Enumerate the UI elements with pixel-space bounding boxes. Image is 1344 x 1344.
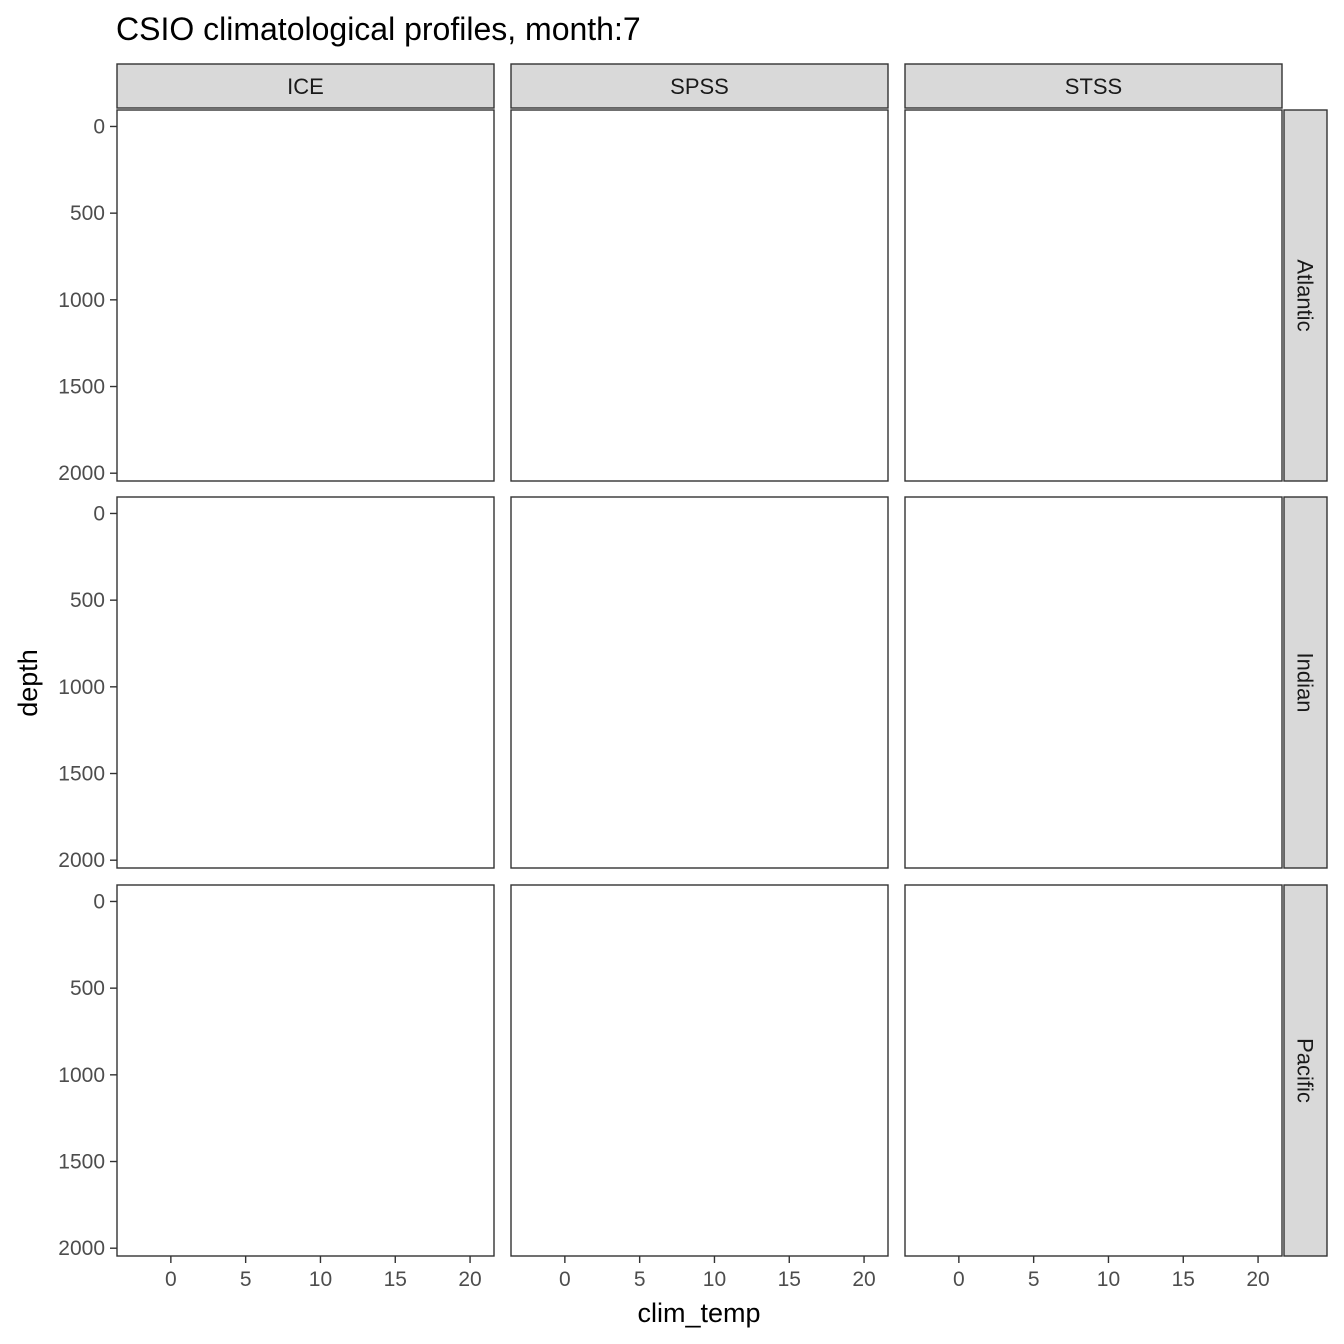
y-tick-label: 0 <box>93 115 105 138</box>
x-tick-label: 20 <box>852 1268 875 1291</box>
panel-atlantic-ice: 0 500 1000 1500 2000 <box>58 109 495 485</box>
panel-border <box>904 884 1283 1257</box>
x-tick-label: 15 <box>1172 1268 1195 1291</box>
y-tick-label: 0 <box>93 502 105 525</box>
panel-pacific-stss: 0 5 10 15 20 <box>904 884 1283 1291</box>
x-tick-label: 15 <box>778 1268 801 1291</box>
y-tick-label: 1500 <box>58 1151 105 1174</box>
column-strip-stss <box>904 63 1283 109</box>
chart-title: CSIO climatological profiles, month:7 <box>116 11 641 47</box>
row-strip-label: Indian <box>1293 653 1318 713</box>
y-tick-label: 2000 <box>58 849 105 872</box>
panel-border <box>116 496 495 869</box>
panel-border <box>116 109 495 482</box>
x-tick-label: 5 <box>1028 1268 1040 1291</box>
y-tick-label: 1000 <box>58 1064 105 1087</box>
row-strip-atlantic <box>1283 109 1328 482</box>
panel-atlantic-stss <box>904 109 1283 482</box>
y-tick-label: 2000 <box>58 1237 105 1260</box>
column-strip-label: SPSS <box>670 74 729 99</box>
y-axis-title: depth <box>13 649 43 717</box>
x-tick-label: 10 <box>309 1268 332 1291</box>
panel-border <box>904 109 1283 482</box>
panel-indian-ice: 0 500 1000 1500 2000 <box>58 496 495 872</box>
panel-border <box>510 109 889 482</box>
y-tick-label: 1500 <box>58 376 105 399</box>
y-tick-label: 1000 <box>58 676 105 699</box>
panel-pacific-spss: 0 5 10 15 20 <box>510 884 889 1291</box>
panel-border <box>116 884 495 1257</box>
y-tick-label: 500 <box>70 977 105 1000</box>
x-tick-label: 20 <box>1246 1268 1269 1291</box>
y-tick-label: 0 <box>93 890 105 913</box>
column-strip-spss <box>510 63 889 109</box>
column-strip-label: ICE <box>287 74 324 99</box>
facet-panels: ICE SPSS STSSAtlanticIndianPacific05001000… <box>58 63 1328 1291</box>
y-tick-label: 1000 <box>58 289 105 312</box>
y-tick-label: 1500 <box>58 763 105 786</box>
y-tick-label: 500 <box>70 202 105 225</box>
x-tick-label: 10 <box>703 1268 726 1291</box>
panel-indian-stss <box>904 496 1283 869</box>
y-tick-label: 2000 <box>58 462 105 485</box>
x-tick-label: 10 <box>1097 1268 1120 1291</box>
y-tick-label: 500 <box>70 589 105 612</box>
row-strip-label: Atlantic <box>1293 259 1318 331</box>
panel-pacific-ice: 0 500 1000 1500 2000 0 5 10 15 20 <box>58 884 495 1291</box>
panel-atlantic-spss <box>510 109 889 482</box>
x-tick-label: 0 <box>953 1268 965 1291</box>
panel-border <box>510 496 889 869</box>
x-tick-label: 5 <box>634 1268 646 1291</box>
panel-indian-spss <box>510 496 889 869</box>
x-tick-label: 0 <box>165 1268 177 1291</box>
column-strip-ice <box>116 63 495 109</box>
x-tick-label: 15 <box>384 1268 407 1291</box>
x-axis-title: clim_temp <box>637 1298 760 1328</box>
column-strip-label: STSS <box>1065 74 1122 99</box>
x-tick-label: 0 <box>559 1268 571 1291</box>
x-tick-label: 20 <box>458 1268 481 1291</box>
panel-border <box>904 496 1283 869</box>
row-strip-indian <box>1283 496 1328 869</box>
row-strip-pacific <box>1283 884 1328 1257</box>
row-strip-label: Pacific <box>1293 1038 1318 1103</box>
panel-border <box>510 884 889 1257</box>
x-tick-label: 5 <box>240 1268 252 1291</box>
